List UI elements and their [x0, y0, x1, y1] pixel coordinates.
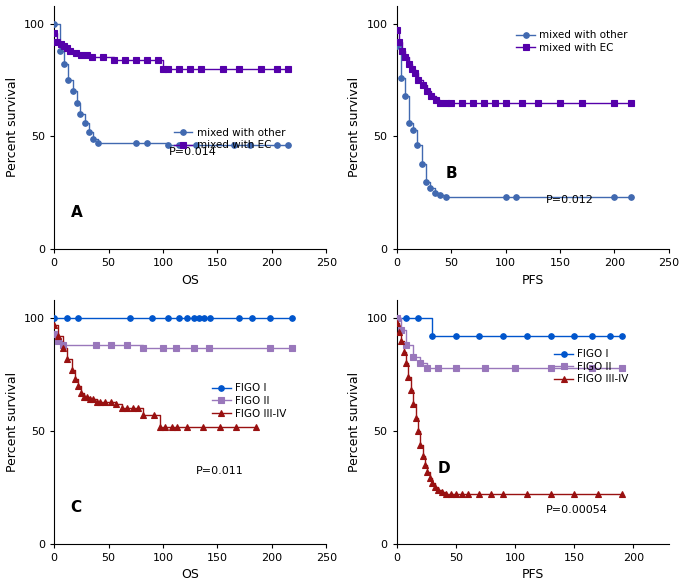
Y-axis label: Percent survival: Percent survival — [5, 372, 18, 472]
Y-axis label: Percent survival: Percent survival — [348, 372, 361, 472]
Text: B: B — [446, 166, 458, 181]
X-axis label: PFS: PFS — [521, 568, 544, 582]
X-axis label: PFS: PFS — [521, 274, 544, 287]
Legend: mixed with other, mixed with EC: mixed with other, mixed with EC — [174, 128, 285, 150]
X-axis label: OS: OS — [182, 568, 199, 582]
Legend: FIGO I, FIGO II, FIGO III-IV: FIGO I, FIGO II, FIGO III-IV — [554, 349, 629, 384]
X-axis label: OS: OS — [182, 274, 199, 287]
Text: P=0.012: P=0.012 — [547, 195, 595, 205]
Text: P=0.014: P=0.014 — [169, 147, 216, 157]
Y-axis label: Percent survival: Percent survival — [5, 77, 18, 177]
Legend: FIGO I, FIGO II, FIGO III-IV: FIGO I, FIGO II, FIGO III-IV — [212, 383, 286, 419]
Text: A: A — [71, 205, 82, 220]
Legend: mixed with other, mixed with EC: mixed with other, mixed with EC — [516, 31, 627, 53]
Text: P=0.00054: P=0.00054 — [547, 505, 608, 515]
Y-axis label: Percent survival: Percent survival — [348, 77, 361, 177]
Text: D: D — [438, 461, 450, 475]
Text: C: C — [71, 500, 82, 515]
Text: P=0.011: P=0.011 — [196, 465, 243, 475]
